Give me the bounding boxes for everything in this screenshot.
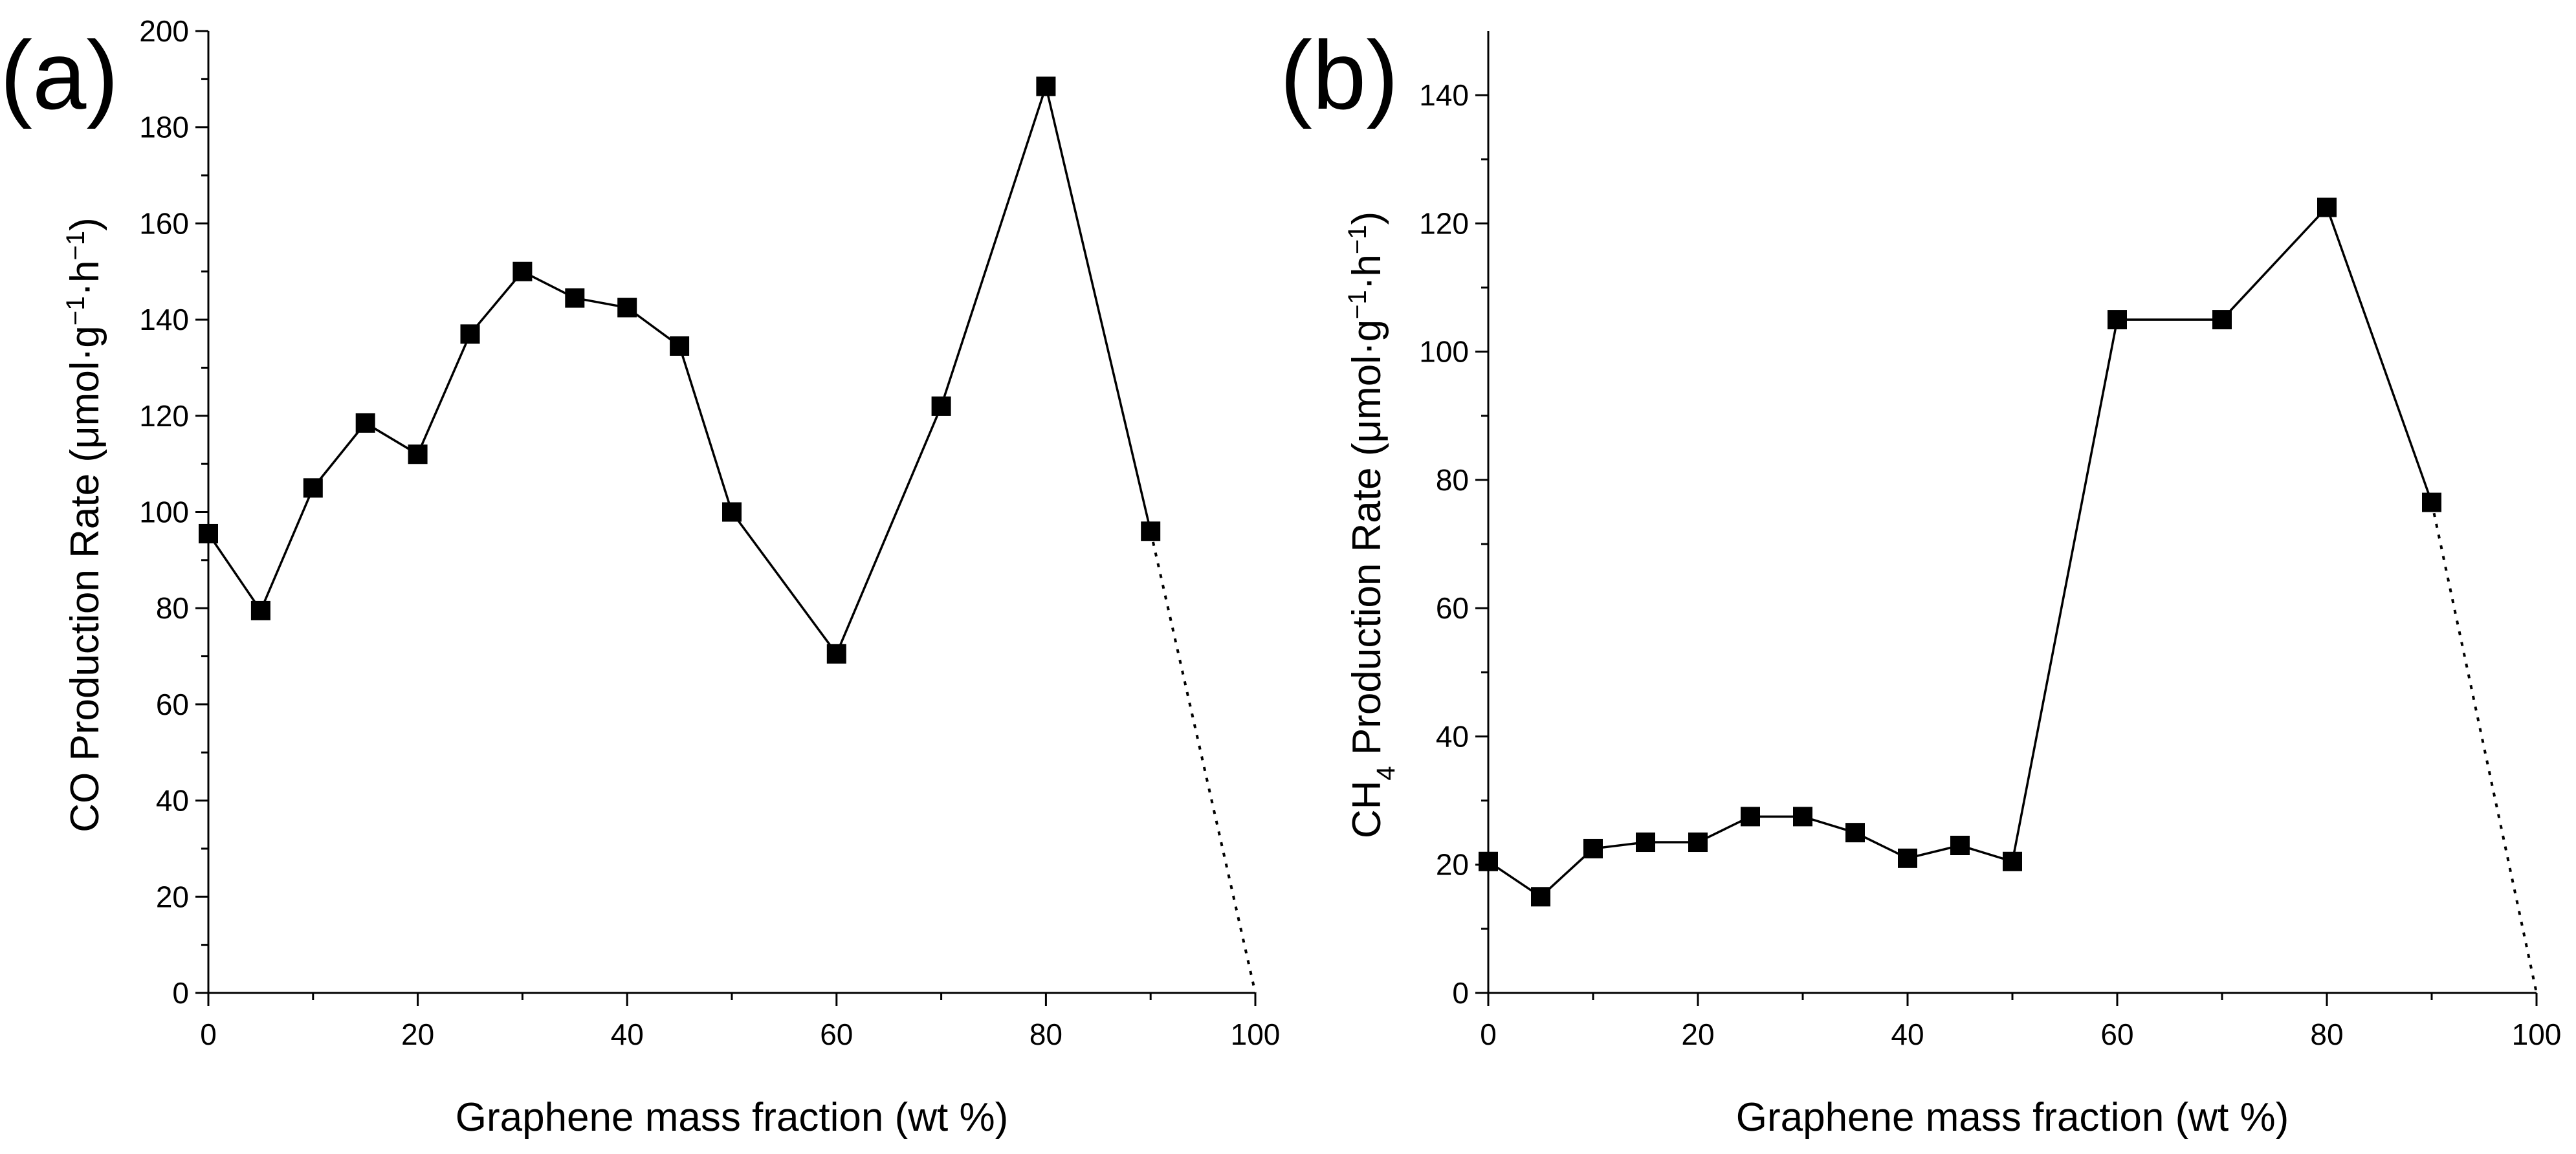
y-tick-label: 80 <box>156 591 189 625</box>
y-axis-title-part: 4 <box>1372 766 1400 780</box>
x-tick-label: 0 <box>1480 1018 1497 1051</box>
y-axis-title-part: ) <box>63 217 107 231</box>
y-tick-label: 20 <box>156 880 189 913</box>
y-tick-label: 40 <box>156 784 189 818</box>
y-tick-label: 0 <box>1452 976 1469 1010</box>
data-point-marker <box>565 288 585 308</box>
data-point-marker <box>1036 76 1056 96</box>
data-point-marker <box>1141 521 1161 541</box>
y-axis-title-part: −1 <box>61 231 90 261</box>
y-axis-title: CO Production Rate (μmol·g−1·h−1) <box>61 217 107 832</box>
y-axis-title-part: ·h <box>63 261 107 296</box>
data-point-marker <box>826 644 846 664</box>
x-tick-label: 0 <box>200 1018 217 1051</box>
extrapolation-dotted-line <box>2430 502 2538 994</box>
data-point-marker <box>250 600 270 620</box>
extrapolation-dotted-line <box>1149 530 1257 994</box>
data-point-marker <box>2108 310 2127 330</box>
y-axis-title-part: CO Production Rate (μmol·g <box>63 325 107 832</box>
x-tick-label: 80 <box>2310 1018 2343 1051</box>
y-tick-label: 200 <box>139 14 189 48</box>
data-point-marker <box>617 298 637 318</box>
y-axis-title-part: −1 <box>61 296 90 326</box>
data-point-marker <box>2422 492 2441 512</box>
y-tick-label: 60 <box>156 688 189 721</box>
data-point-marker <box>2003 851 2022 871</box>
y-axis-title-part: CH <box>1345 781 1389 839</box>
y-tick-label: 60 <box>1436 591 1469 625</box>
y-axis-title-part: −1 <box>1343 225 1372 255</box>
y-tick-label: 100 <box>1419 335 1469 369</box>
data-point-marker <box>355 413 375 433</box>
y-axis-title: CH4 Production Rate (μmol·g−1·h−1) <box>1343 212 1400 838</box>
data-point-marker <box>1531 887 1550 907</box>
data-point-marker <box>670 336 690 356</box>
panel-label-b: (b) <box>1280 21 1398 129</box>
x-tick-label: 20 <box>401 1018 434 1051</box>
data-point-marker <box>199 523 218 543</box>
y-axis-title-part: ) <box>1345 212 1389 225</box>
x-tick-label: 60 <box>820 1018 853 1051</box>
data-point-marker <box>1636 833 1655 853</box>
x-tick-label: 60 <box>2100 1018 2133 1051</box>
panel-b-chart: 0 20 40 60 80 100 120 140 0 20 40 60 80 100 (b) Graphen… <box>1280 21 2561 1140</box>
y-axis-title-part: ·h <box>1345 254 1389 290</box>
data-point-marker <box>460 324 480 344</box>
y-tick-label: 120 <box>1419 206 1469 240</box>
y-tick-label: 180 <box>139 111 189 144</box>
y-tick-label: 100 <box>139 495 189 529</box>
data-point-marker <box>1479 851 1498 871</box>
x-tick-label: 80 <box>1029 1018 1062 1051</box>
x-tick-label: 100 <box>2512 1018 2562 1051</box>
series-line-CO <box>207 82 1152 657</box>
data-point-marker <box>512 261 533 281</box>
y-axis-title-part: Production Rate (μmol·g <box>1345 320 1389 766</box>
y-tick-label: 80 <box>1436 463 1469 497</box>
data-point-marker <box>2317 197 2337 217</box>
y-tick-label: 140 <box>139 303 189 336</box>
x-axis-title: Graphene mass fraction (wt %) <box>1736 1095 2289 1140</box>
data-point-marker <box>303 478 323 498</box>
x-tick-label: 20 <box>1681 1018 1714 1051</box>
y-tick-label: 160 <box>139 206 189 240</box>
panel-a-chart: 0 20 40 60 80 100 120 140 160 180 200 0 20 40 60 80 100 (… <box>0 14 1280 1140</box>
x-tick-label: 40 <box>611 1018 644 1051</box>
panel-label-a: (a) <box>0 21 118 129</box>
y-tick-label: 20 <box>1436 848 1469 882</box>
data-point-marker <box>1741 807 1760 827</box>
y-tick-label: 0 <box>172 976 189 1010</box>
data-point-marker <box>1950 835 1970 855</box>
data-point-marker <box>931 396 951 416</box>
data-point-marker <box>408 444 428 464</box>
data-point-marker <box>2212 310 2232 330</box>
x-tick-label: 100 <box>1231 1018 1281 1051</box>
y-tick-label: 120 <box>139 399 189 433</box>
data-point-marker <box>1845 823 1865 843</box>
data-point-marker <box>1688 833 1708 853</box>
data-point-marker <box>722 502 742 522</box>
y-tick-label: 140 <box>1419 78 1469 112</box>
y-axis-title-part: −1 <box>1343 290 1372 320</box>
data-point-marker <box>1793 807 1812 827</box>
x-tick-label: 40 <box>1891 1018 1924 1051</box>
data-point-marker <box>1583 838 1603 858</box>
data-point-marker <box>1898 848 1917 868</box>
x-axis-title: Graphene mass fraction (wt %) <box>456 1095 1009 1140</box>
y-tick-label: 40 <box>1436 719 1469 753</box>
series-line-CH4 <box>1488 205 2433 898</box>
